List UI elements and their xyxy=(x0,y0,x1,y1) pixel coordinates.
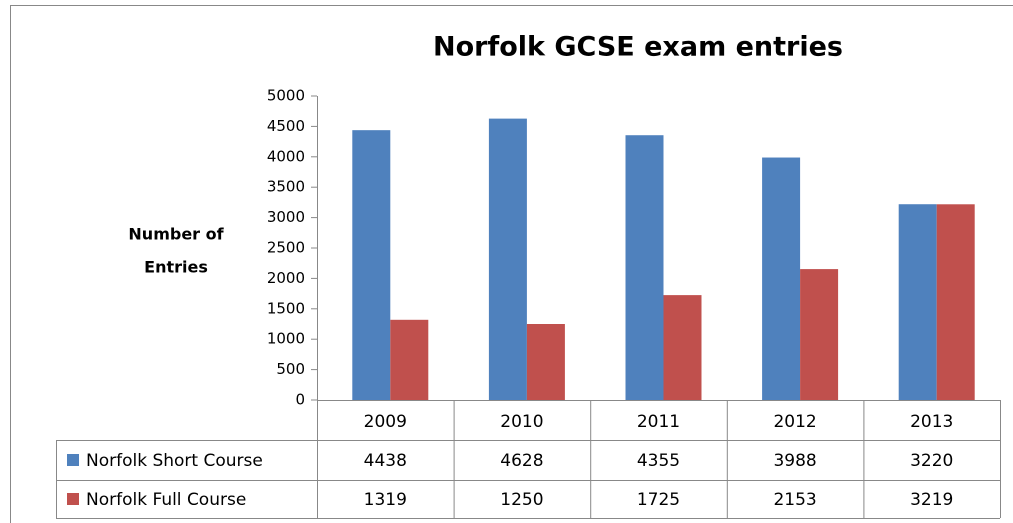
x-tick-label: 2009 xyxy=(364,412,407,432)
table-cell: 3988 xyxy=(773,451,816,471)
legend-swatch xyxy=(67,493,79,505)
y-tick-label: 5000 xyxy=(267,87,305,105)
y-tick-label: 500 xyxy=(276,360,305,378)
legend-swatch xyxy=(67,454,79,466)
table-cell: 4628 xyxy=(500,451,543,471)
y-tick-label: 1500 xyxy=(267,299,305,317)
x-tick-label: 2011 xyxy=(637,412,680,432)
legend-label: Norfolk Short Course xyxy=(86,451,263,471)
y-tick-label: 0 xyxy=(295,391,305,409)
table-cell: 2153 xyxy=(773,490,816,510)
y-tick-label: 3000 xyxy=(267,208,305,226)
x-tick-label: 2013 xyxy=(910,412,953,432)
table-cell: 1319 xyxy=(364,490,407,510)
y-tick-label: 3500 xyxy=(267,178,305,196)
table-cell: 4438 xyxy=(364,451,407,471)
y-tick-label: 4500 xyxy=(267,117,305,135)
bar xyxy=(390,319,429,400)
bar xyxy=(936,204,975,400)
bar xyxy=(800,269,839,400)
y-tick-label: 1000 xyxy=(267,330,305,348)
y-axis-label: Entries xyxy=(144,258,208,277)
table-cell: 3219 xyxy=(910,490,953,510)
bar xyxy=(762,157,801,400)
bar xyxy=(526,324,565,400)
table-cell: 1250 xyxy=(500,490,543,510)
chart-title: Norfolk GCSE exam entries xyxy=(433,32,843,63)
table-cell: 3220 xyxy=(910,451,953,471)
table-cell: 4355 xyxy=(637,451,680,471)
bar xyxy=(488,118,527,400)
y-axis-label: Number of xyxy=(128,225,224,244)
y-tick-label: 4000 xyxy=(267,147,305,165)
bar xyxy=(352,130,391,400)
bar xyxy=(898,204,937,400)
table-cell: 1725 xyxy=(637,490,680,510)
bar xyxy=(625,135,664,400)
legend-label: Norfolk Full Course xyxy=(86,490,246,510)
y-tick-label: 2000 xyxy=(267,269,305,287)
x-tick-label: 2012 xyxy=(773,412,816,432)
y-tick-label: 2500 xyxy=(267,239,305,257)
x-tick-label: 2010 xyxy=(500,412,543,432)
bar xyxy=(663,295,702,400)
